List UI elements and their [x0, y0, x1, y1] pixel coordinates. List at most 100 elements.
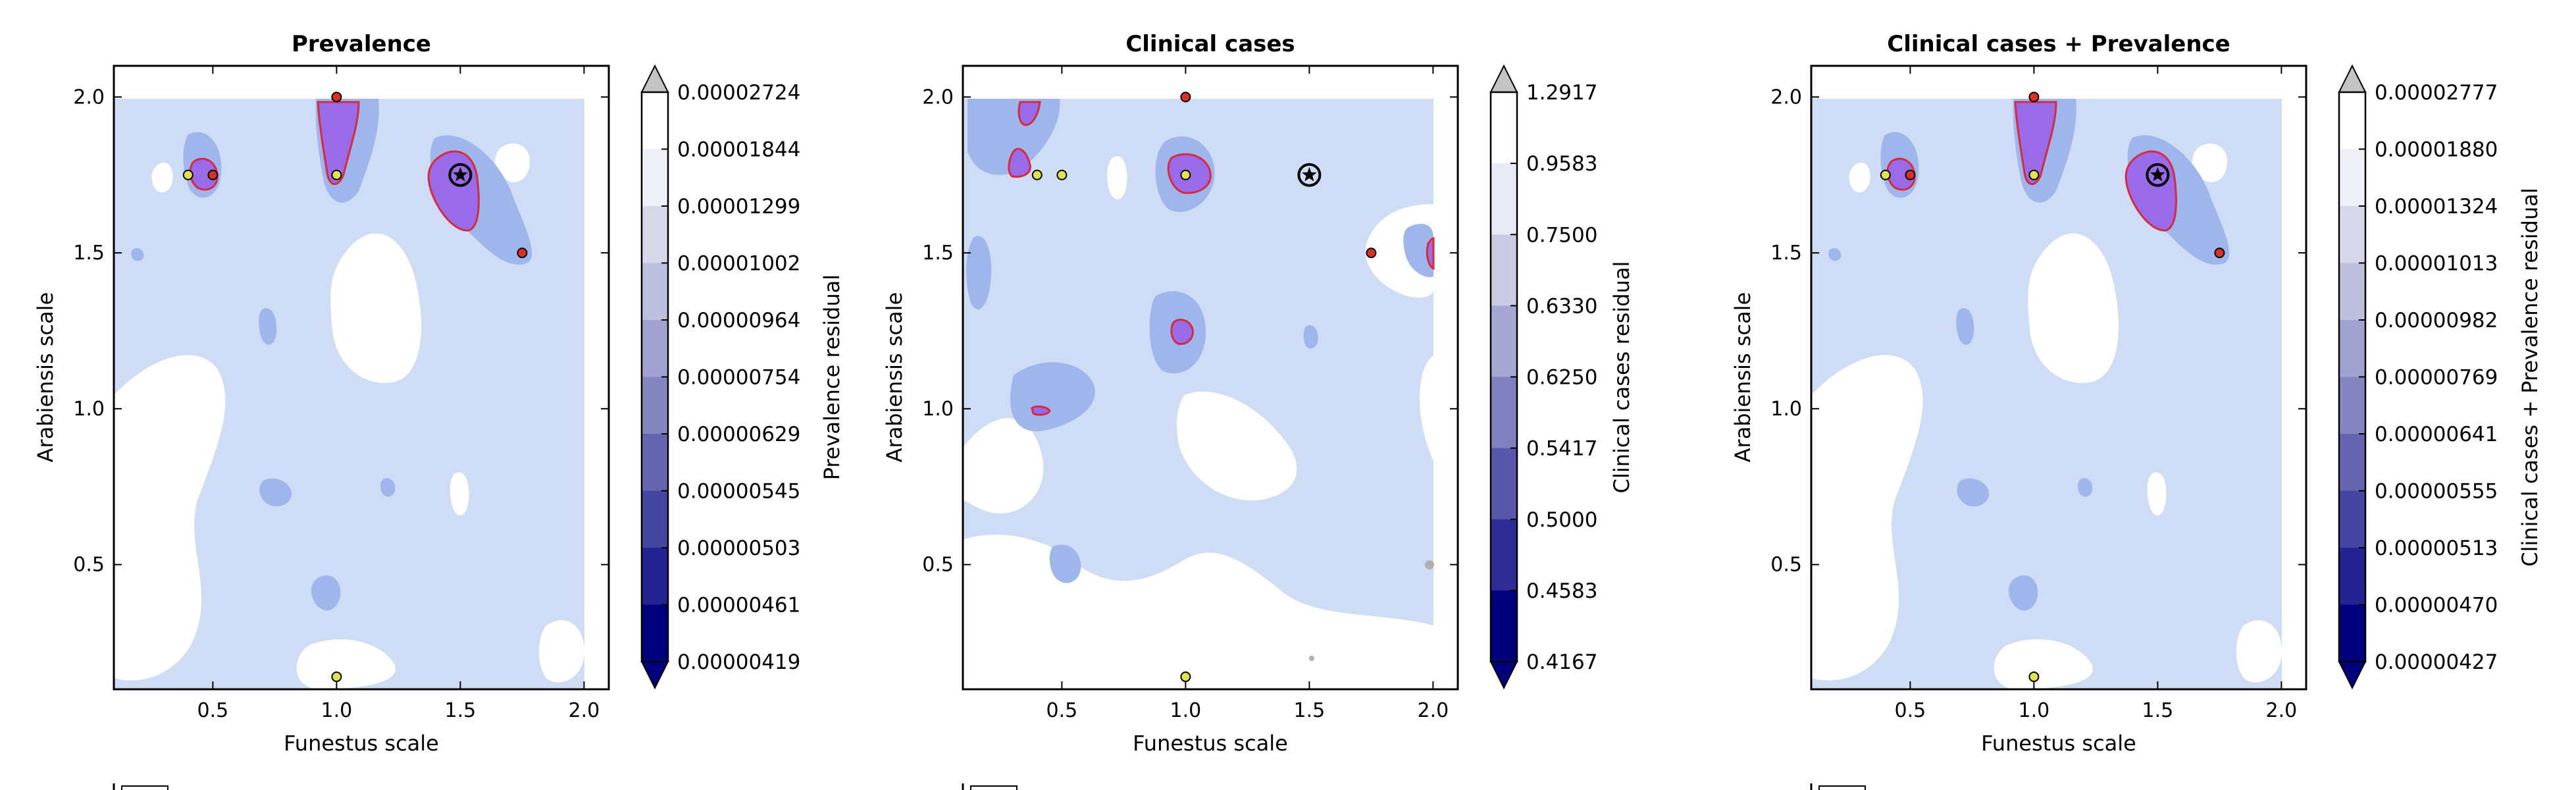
- colorbar-tick-label: 0.6330: [1526, 294, 1597, 318]
- colorbar-under-arrow: [640, 661, 669, 690]
- colorbar-segment: [2339, 434, 2365, 492]
- chart-title: Clinical cases: [1125, 31, 1295, 57]
- x-tick-label: 0.5: [197, 699, 229, 722]
- y-tick-label: 1.5: [922, 242, 954, 265]
- colorbar-segment: [2339, 320, 2365, 378]
- colorbar-segment: [1491, 305, 1517, 378]
- y-tick-label: 2.0: [73, 86, 105, 109]
- y-tick-label: 0.5: [73, 554, 105, 577]
- sample-point: [331, 672, 342, 683]
- best-fit-marker: [1297, 163, 1322, 187]
- colorbar-under-arrow: [1489, 661, 1518, 690]
- legend-fragment: [1810, 783, 1866, 790]
- y-tick-label: 1.0: [73, 398, 105, 421]
- colorbar-segment: [642, 377, 668, 434]
- sample-point: [1366, 248, 1377, 259]
- sample-point: [517, 248, 528, 259]
- colorbar-tick-label: 0.00001324: [2375, 195, 2498, 219]
- x-tick-label: 2.0: [1418, 699, 1449, 722]
- sample-point: [207, 169, 219, 180]
- plot-frame: [1810, 65, 2307, 691]
- heatmap-field: [114, 66, 609, 689]
- colorbar-tick-label: 1.2917: [1526, 81, 1597, 105]
- colorbar: 0.00002777 0.00001880 0.00001324 0.00001013…: [2338, 64, 2498, 690]
- sample-point: [1905, 169, 1916, 180]
- sample-point: [331, 92, 342, 103]
- colorbar-segment: [2339, 548, 2365, 606]
- colorbar: 1.2917 0.9583 0.7500 0.6330 0.6250 0.5417 0.50…: [1489, 64, 1597, 690]
- y-tick-label: 2.0: [1770, 86, 1802, 109]
- colorbar-tick-label: 0.00001844: [677, 138, 800, 162]
- colorbar-tick-label: 0.00001002: [677, 252, 800, 276]
- colorbar-segment: [1491, 590, 1517, 662]
- colorbar-tick-label: 0.00000461: [677, 594, 800, 618]
- sample-point: [1031, 169, 1043, 180]
- chart-title: Prevalence: [292, 31, 431, 57]
- colorbar-tick-label: 0.5417: [1526, 437, 1597, 461]
- colorbar-tick-label: 0.00000470: [2375, 594, 2498, 618]
- sample-point: [1180, 92, 1191, 103]
- colorbar: 0.00002724 0.00001844 0.00001299 0.00001002…: [640, 64, 800, 690]
- colorbar-segment: [1491, 92, 1517, 165]
- best-fit-marker: [448, 163, 473, 187]
- colorbar-tick-label: 0.4583: [1526, 579, 1597, 603]
- sample-point: [182, 169, 193, 180]
- panel-combined: 0.5 1.0 1.5 2.0 0.5 1.0 1.5 2.0 Clinical cases …: [1730, 31, 2542, 790]
- y-tick-label: 0.5: [922, 554, 954, 577]
- colorbar-tick-label: 0.00000555: [2375, 480, 2498, 504]
- sample-point: [2028, 92, 2040, 103]
- colorbar-tick-label: 0.00000503: [677, 537, 800, 560]
- sample-point: [1180, 169, 1191, 180]
- x-axis-label: Funestus scale: [1133, 731, 1288, 756]
- sample-point: [2214, 248, 2225, 259]
- x-tick-label: 1.5: [445, 699, 477, 722]
- colorbar-segment: [642, 604, 668, 662]
- points: [1031, 92, 1377, 683]
- colorbar-tick-label: 0.9583: [1526, 152, 1597, 176]
- colorbar-tick-label: 0.00000754: [677, 366, 800, 390]
- colorbar-tick-label: 0.00000545: [677, 480, 800, 504]
- x-axis-label: Funestus scale: [1981, 731, 2136, 756]
- colorbar-tick-label: 0.00002777: [2375, 81, 2498, 105]
- colorbar-tick-label: 0.00001013: [2375, 252, 2498, 276]
- panel-prevalence: 0.5 1.0 1.5 2.0 0.5 1.0 1.5 2.0 Prevalence Fune…: [33, 31, 844, 790]
- y-tick-label: 1.5: [73, 242, 105, 265]
- colorbar-tick-label: 0.00000964: [677, 309, 800, 332]
- x-tick-label: 1.0: [1170, 699, 1202, 722]
- colorbar-label: Prevalence residual: [819, 275, 844, 481]
- ticks: 0.5 1.0 1.5 2.0 0.5 1.0 1.5 2.0: [1770, 66, 2306, 722]
- colorbar-tick-label: 0.00000427: [2375, 650, 2498, 674]
- x-axis-label: Funestus scale: [284, 731, 439, 756]
- colorbar-segment: [2339, 604, 2365, 662]
- colorbar-label: Clinical cases residual: [1609, 261, 1634, 494]
- colorbar-tick-label: 0.6250: [1526, 366, 1597, 390]
- colorbar-segment: [2339, 92, 2365, 150]
- colorbar-segment: [642, 320, 668, 378]
- best-fit-marker: [2146, 163, 2170, 187]
- legend-fragment: [962, 783, 1018, 790]
- colorbar-over-arrow: [2338, 64, 2367, 93]
- colorbar-segment: [2339, 263, 2365, 321]
- colorbar-segment: [1491, 163, 1517, 236]
- y-tick-label: 0.5: [1770, 554, 1802, 577]
- colorbar-segment: [642, 92, 668, 150]
- ticks: 0.5 1.0 1.5 2.0 0.5 1.0 1.5 2.0: [922, 66, 1458, 722]
- colorbar-segment: [642, 263, 668, 321]
- x-tick-label: 1.5: [2142, 699, 2174, 722]
- y-tick-label: 1.0: [922, 398, 954, 421]
- colorbar-segment: [642, 548, 668, 606]
- chart-title: Clinical cases + Prevalence: [1887, 31, 2230, 57]
- colorbar-segment: [642, 149, 668, 207]
- colorbar-tick-label: 0.00001299: [677, 195, 800, 219]
- x-tick-label: 1.0: [321, 699, 353, 722]
- colorbar-segment: [1491, 234, 1517, 307]
- colorbar-tick-label: 0.00000419: [677, 650, 800, 674]
- y-axis-label: Arabiensis scale: [1730, 292, 1755, 463]
- colorbar-tick-label: 0.7500: [1526, 223, 1597, 247]
- colorbar-tick-label: 0.4167: [1526, 650, 1597, 674]
- points: [182, 92, 528, 683]
- colorbar-segment: [1491, 519, 1517, 591]
- colorbar-tick-label: 0.00000641: [2375, 423, 2498, 446]
- colorbar-tick-label: 0.5000: [1526, 508, 1597, 532]
- colorbar-over-arrow: [1489, 64, 1518, 93]
